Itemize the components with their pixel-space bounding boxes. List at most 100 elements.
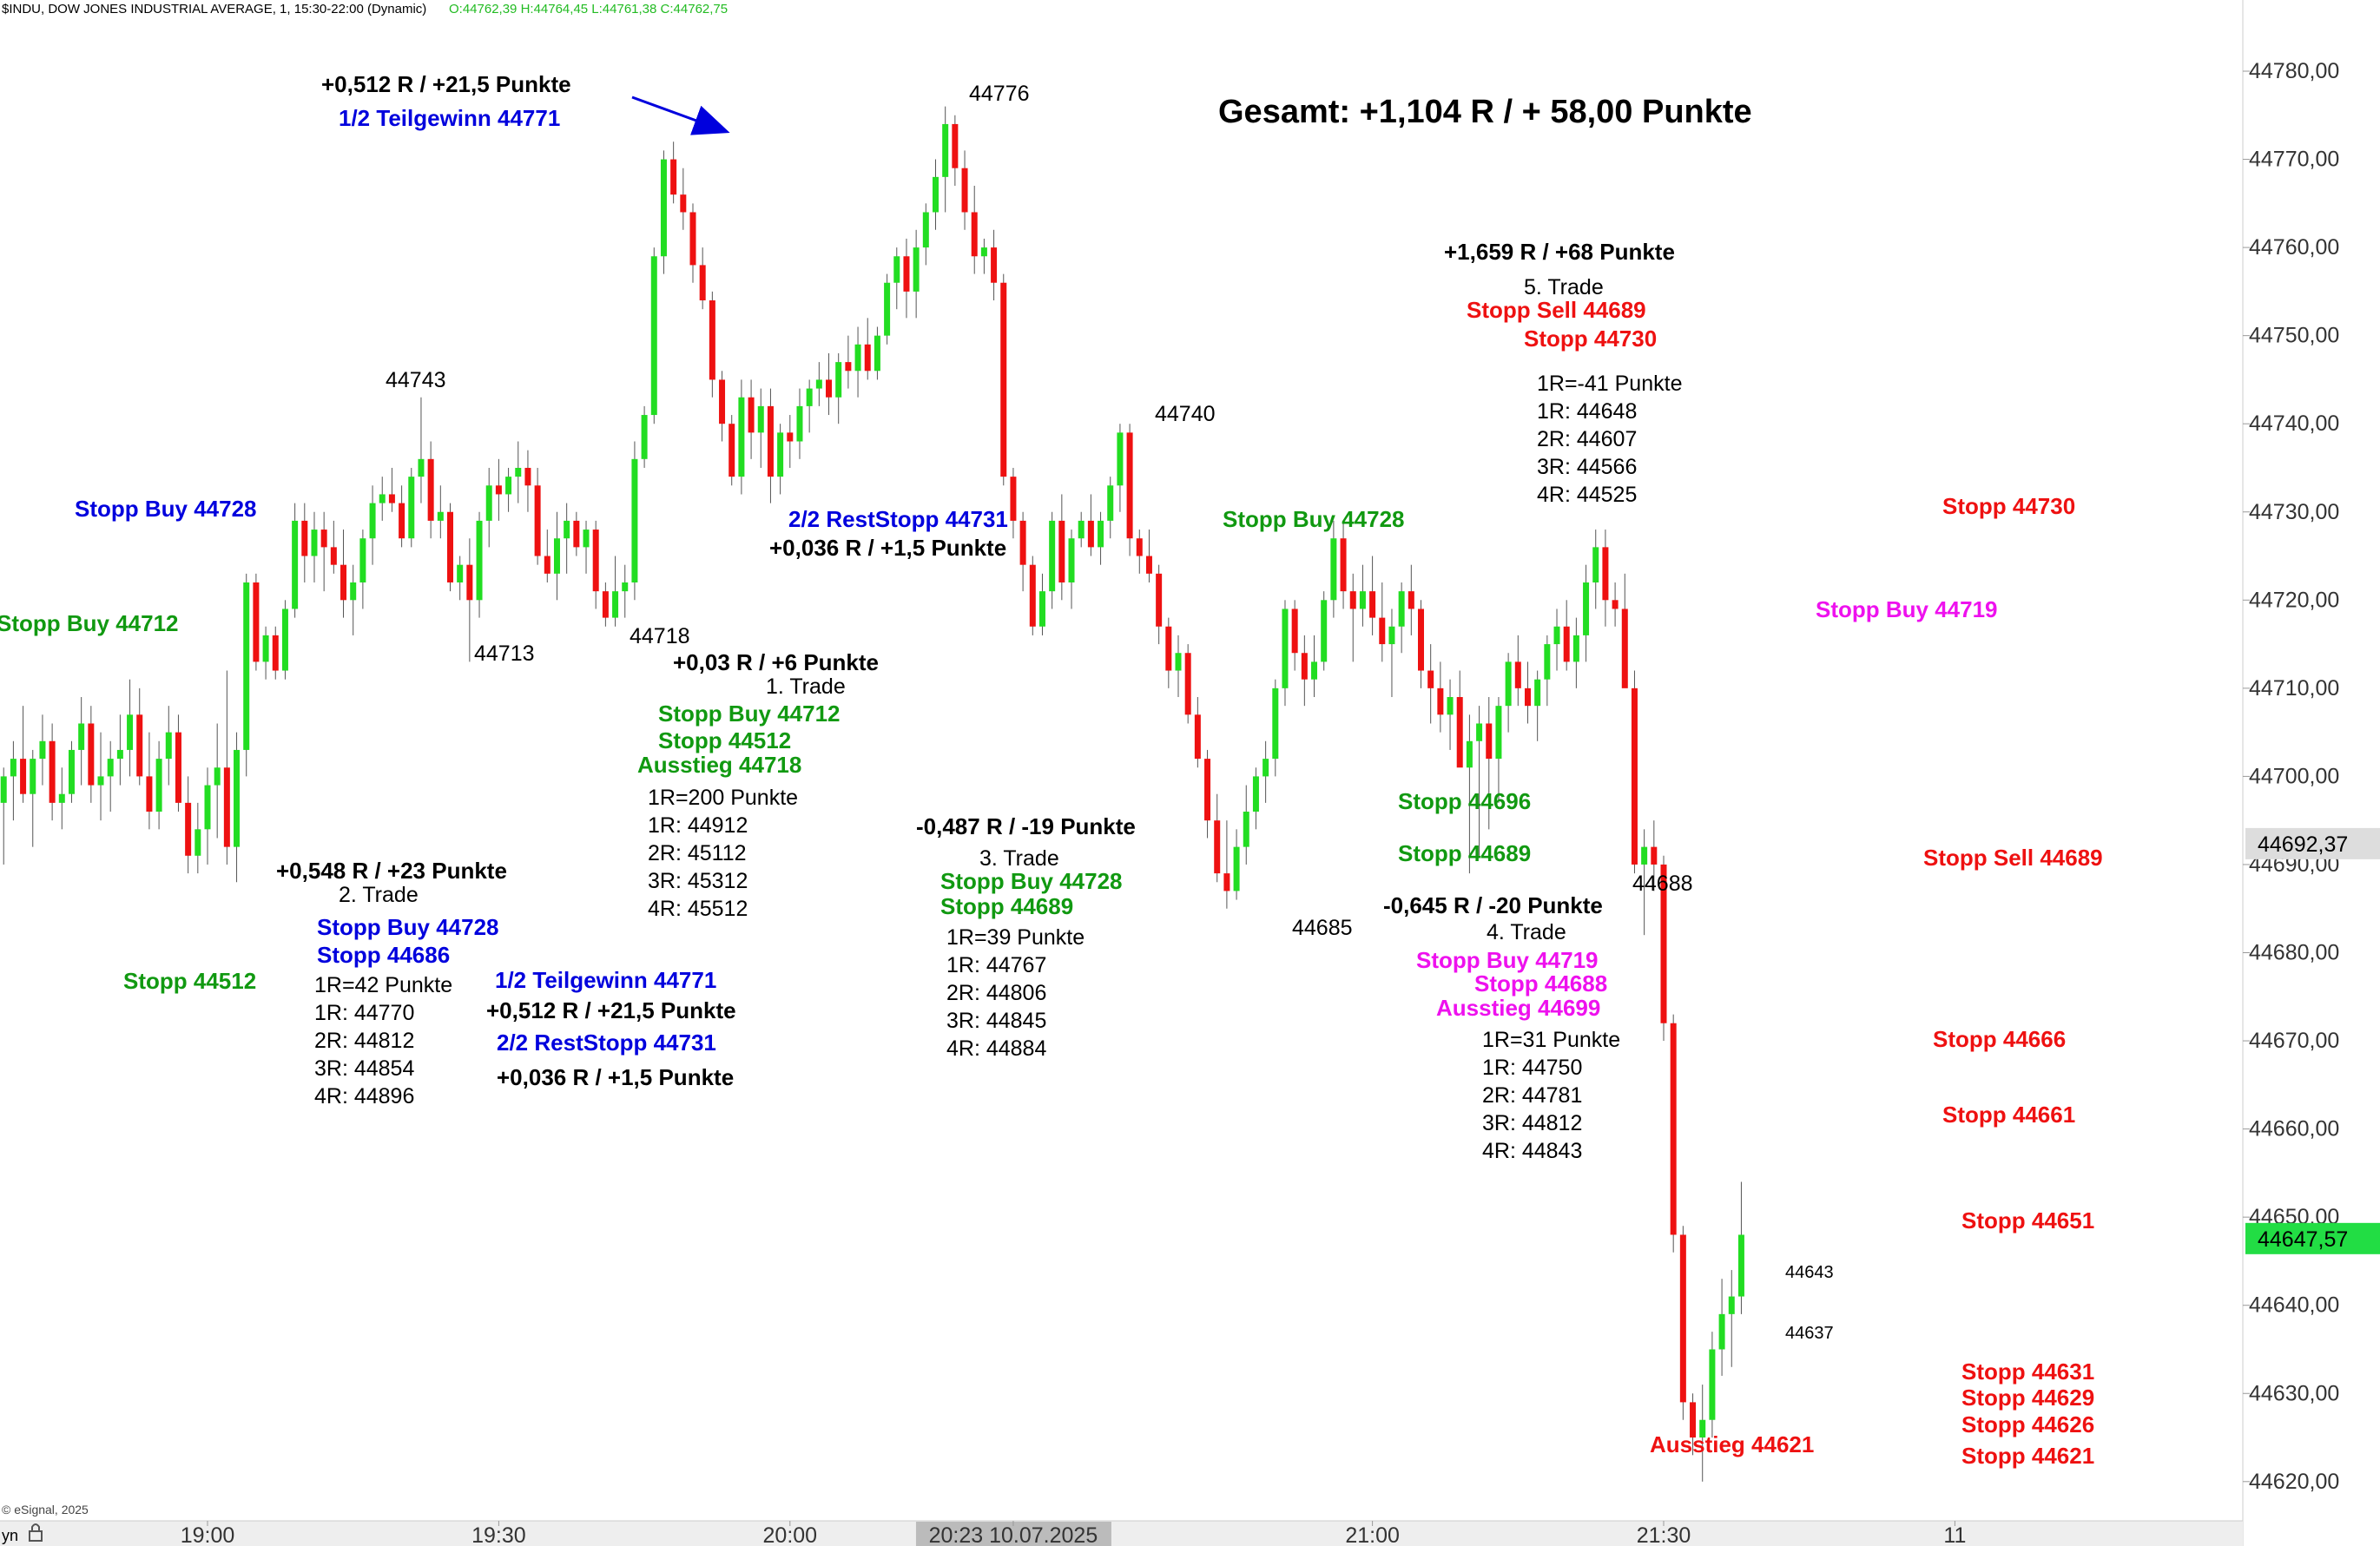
candle-body — [729, 424, 735, 477]
candles-layer — [0, 106, 1744, 1482]
x-tick-label: 19:30 — [471, 1523, 526, 1546]
x-tick-label: 20:23 10.07.2025 — [929, 1523, 1098, 1546]
x-tick-label: 19:00 — [181, 1523, 235, 1546]
trade-annotation: 1R: 44912 — [648, 813, 748, 838]
teilgewinn-arrow — [631, 95, 730, 135]
candle-body — [418, 458, 425, 477]
trade-annotation: Stopp 44629 — [1961, 1385, 2094, 1411]
candle-body — [311, 530, 318, 556]
candle-body — [1486, 723, 1493, 760]
candle-body — [1456, 697, 1463, 768]
candle-body — [1194, 714, 1201, 760]
trade-annotation: Stopp 44626 — [1961, 1411, 2094, 1437]
time-axis: 19:00 19:30 20:00 20:23 10.07.2025 21:00 21:3… — [181, 1521, 1966, 1546]
candle-body — [971, 212, 978, 257]
candle-body — [1223, 873, 1230, 891]
trade-annotation: +0,036 R / +1,5 Punkte — [769, 535, 1006, 561]
candle-body — [379, 494, 386, 503]
candle-body — [1049, 520, 1056, 592]
candle-body — [20, 759, 27, 794]
trade-annotation: 4R: 44843 — [1482, 1139, 1582, 1163]
trade-annotation: 44740 — [1155, 402, 1216, 426]
candle-body — [1379, 617, 1386, 645]
ohlc-readout: O:44762,39 H:44764,45 L:44761,38 C:44762… — [449, 2, 728, 16]
candle-body — [631, 458, 638, 582]
candle-body — [1583, 582, 1590, 635]
y-tick-label: 44760,00 — [2249, 235, 2339, 260]
trade-annotation: 1R=200 Punkte — [648, 786, 798, 810]
candle-body — [845, 362, 852, 372]
trade-annotation: 4R: 44884 — [946, 1036, 1046, 1061]
candle-body — [253, 582, 260, 662]
copyright-text: © eSignal, 2025 — [2, 1503, 89, 1516]
candle-body — [835, 362, 842, 398]
price-marker-label: 44647,57 — [2258, 1227, 2348, 1252]
candle-body — [922, 212, 929, 248]
trade-annotation: 2R: 44812 — [314, 1029, 414, 1053]
candle-body — [155, 759, 162, 812]
candle-body — [107, 759, 114, 777]
trade-annotation: 3R: 44812 — [1482, 1111, 1582, 1135]
candle-body — [524, 467, 531, 486]
candle-body — [796, 405, 803, 442]
trade-annotation: Stopp 44696 — [1398, 788, 1531, 814]
candle-body — [136, 714, 143, 777]
trade-annotation: Stopp Buy 44728 — [940, 868, 1123, 894]
candle-body — [320, 530, 327, 548]
candle-body — [1301, 653, 1308, 680]
candle-body — [1427, 670, 1434, 688]
candle-body — [553, 538, 560, 574]
candle-body — [1282, 609, 1289, 688]
trade-annotation: 1/2 Teilgewinn 44771 — [495, 967, 716, 993]
candle-body — [495, 485, 502, 495]
candle-body — [893, 256, 900, 283]
trade-annotation: Stopp Buy 44712 — [658, 701, 841, 727]
candle-body — [10, 759, 16, 777]
candle-body — [78, 723, 85, 750]
trade-annotation: 2R: 44781 — [1482, 1083, 1582, 1108]
candle-body — [1408, 591, 1414, 609]
trade-annotation: Stopp Buy 44719 — [1416, 947, 1599, 973]
candle-body — [281, 609, 288, 671]
candle-body — [1330, 538, 1337, 601]
candle-body — [1476, 723, 1483, 741]
candle-body — [680, 194, 687, 213]
candle-body — [1369, 591, 1376, 618]
x-tick-label: 21:00 — [1345, 1523, 1400, 1546]
candle-body — [1233, 846, 1240, 891]
trade-annotation: Ausstieg 44621 — [1650, 1431, 1814, 1457]
candle-body — [1544, 644, 1551, 680]
candle-body — [650, 256, 657, 416]
trade-annotation: 44718 — [630, 624, 690, 648]
candle-body — [1087, 520, 1094, 548]
candle-body — [194, 829, 201, 856]
candle-body — [573, 520, 580, 548]
lock-icon[interactable] — [29, 1523, 43, 1542]
candle-body — [1252, 776, 1259, 812]
trade-annotation: Stopp Sell 44689 — [1467, 297, 1646, 323]
trade-annotation: Stopp 44621 — [1961, 1443, 2094, 1469]
candle-body — [874, 335, 880, 372]
y-tick-label: 44780,00 — [2249, 59, 2339, 83]
trade-annotation: 2/2 RestStopp 44731 — [788, 506, 1008, 532]
candle-body — [1243, 812, 1249, 847]
candle-body — [952, 123, 959, 168]
trade-annotation: 3R: 44854 — [314, 1056, 414, 1081]
trade-annotation: Stopp 44512 — [123, 968, 256, 994]
candle-body — [1068, 538, 1075, 582]
candle-body — [437, 511, 444, 521]
candle-body — [1098, 520, 1104, 548]
trade-annotation: Stopp Buy 44728 — [1223, 506, 1405, 532]
trade-annotation: 44637 — [1785, 1324, 1834, 1343]
candle-body — [1572, 635, 1579, 662]
candle-body — [399, 503, 405, 539]
candle-body — [1359, 591, 1366, 609]
trade-annotation: Stopp 44686 — [317, 942, 450, 968]
trade-annotation: Stopp 44631 — [1961, 1359, 2094, 1385]
candle-body — [369, 503, 376, 539]
candle-body — [1010, 477, 1017, 521]
trade-annotation: 4R: 44896 — [314, 1084, 414, 1109]
y-tick-label: 44720,00 — [2249, 588, 2339, 612]
candle-body — [1670, 1023, 1677, 1235]
candle-body — [903, 256, 910, 292]
